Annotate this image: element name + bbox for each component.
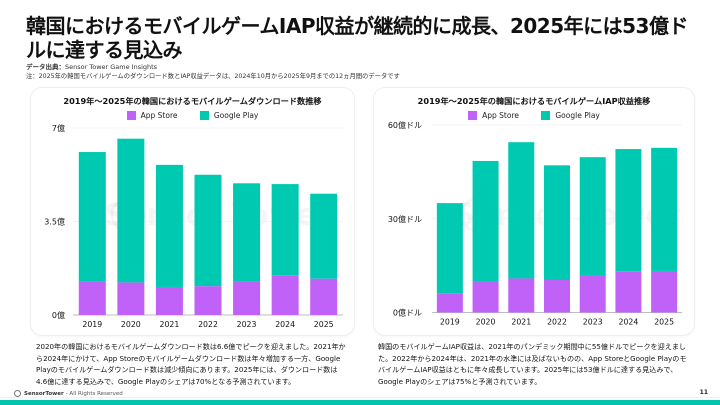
sensor-tower-logo-icon [14,390,21,397]
bar-segment-app-store [194,286,222,315]
y-tick-label: 60億ドル [388,120,422,130]
bar-segment-google-play [436,203,463,294]
bar-segment-app-store [508,278,535,313]
data-source: データ出典：Sensor Tower Game Insights [26,61,157,71]
bar-segment-app-store [310,278,338,315]
legend-swatch-app-store [126,111,136,120]
bar-segment-google-play [651,147,678,271]
x-tick-label: 2020 [476,318,496,327]
footer-brand: SensorTower [24,390,64,397]
x-tick-label: 2019 [440,318,460,327]
y-tick-label: 0億ドル [393,308,422,318]
downloads-chart-card: 2019年～2025年の韓国におけるモバイルゲームダウンロード数推移 App S… [30,87,355,336]
bar-segment-google-play [472,160,499,282]
legend-label-app-store: App Store [482,111,519,120]
footer-logo: SensorTower - All Rights Reserved [14,390,123,397]
bar-segment-google-play [310,193,338,279]
page-title: 韓国におけるモバイルゲームIAP収益が継続的に成長、2025年には53億ドルに達… [26,14,688,62]
bar-segment-app-store [271,275,299,315]
y-tick-label: 3.5億 [44,217,65,227]
legend-item-app-store: App Store [468,111,519,120]
bar-segment-app-store [117,282,145,315]
legend-item-google-play: Google Play [541,111,600,120]
bar-segment-app-store [233,281,261,315]
downloads-chart: Sensor Tower0億3.5億7億20192020202120222023… [44,123,343,329]
iap-revenue-chart-card: 2019年～2025年の韓国におけるモバイルゲームIAP収益推移 App Sto… [373,87,695,336]
page-number: 11 [699,389,708,396]
x-tick-label: 2023 [237,320,257,329]
bar-segment-app-store [78,281,106,315]
bar-segment-app-store [155,286,183,315]
y-tick-label: 30億ドル [388,214,422,224]
downloads-description: 2020年の韓国におけるモバイルゲームダウンロード数は6.6億でピークを迎えまし… [36,342,346,386]
bar-segment-google-play [194,174,222,287]
legend-item-google-play: Google Play [199,111,259,120]
y-tick-label: 7億 [52,123,65,133]
x-tick-label: 2025 [314,320,334,329]
bar-segment-google-play [579,157,606,276]
bar-segment-app-store [651,270,678,313]
bar-segment-app-store [615,271,642,313]
bar-segment-google-play [233,183,261,282]
iap-chart-title: 2019年～2025年の韓国におけるモバイルゲームIAP収益推移 [417,96,651,106]
legend-label-google-play: Google Play [213,111,259,120]
bar-segment-google-play [155,164,183,287]
x-tick-label: 2019 [82,320,102,329]
bar-segment-google-play [544,165,570,280]
legend-swatch-google-play [199,111,209,120]
iap-chart-legend: App Store Google Play [374,111,694,122]
x-tick-label: 2025 [654,318,674,327]
x-tick-label: 2023 [583,318,603,327]
bar-segment-app-store [544,280,570,313]
y-tick-label: 0億 [52,310,65,320]
x-tick-label: 2020 [121,320,141,329]
legend-label-google-play: Google Play [555,111,600,120]
bar-segment-google-play [117,138,145,283]
legend-swatch-app-store [468,111,478,120]
bar-segment-google-play [508,142,535,279]
x-tick-label: 2021 [160,320,180,329]
bar-segment-google-play [615,149,642,272]
legend-swatch-google-play [541,111,551,120]
x-tick-label: 2021 [511,318,531,327]
legend-item-app-store: App Store [126,111,178,120]
data-source-value: Sensor Tower Game Insights [65,63,158,71]
downloads-chart-title: 2019年～2025年の韓国におけるモバイルゲームダウンロード数推移 [63,96,322,106]
bar-segment-google-play [271,184,299,276]
bar-segment-app-store [579,275,606,313]
footer-rights: - All Rights Reserved [65,390,123,397]
footer-divider [0,397,720,398]
bar-segment-google-play [78,152,106,282]
x-tick-label: 2024 [619,318,639,327]
downloads-chart-legend: App Store Google Play [31,111,354,122]
bar-segment-app-store [436,293,463,313]
iap-revenue-chart: Sensor Tower0億ドル30億ドル60億ドル20192020202120… [388,120,682,327]
data-note: 注：2025年の韓国モバイルゲームのダウンロード数とIAP収益データは、2024… [26,73,400,80]
bar-segment-app-store [472,281,499,313]
x-tick-label: 2022 [547,318,567,327]
x-tick-label: 2022 [198,320,218,329]
iap-description: 韓国のモバイルゲームIAP収益は、2021年のパンデミック期間中に55億ドルでピ… [378,342,687,386]
legend-label-app-store: App Store [140,111,178,120]
data-source-label: データ出典： [26,63,65,71]
x-tick-label: 2024 [275,320,295,329]
footer-accent-bar [0,400,720,405]
